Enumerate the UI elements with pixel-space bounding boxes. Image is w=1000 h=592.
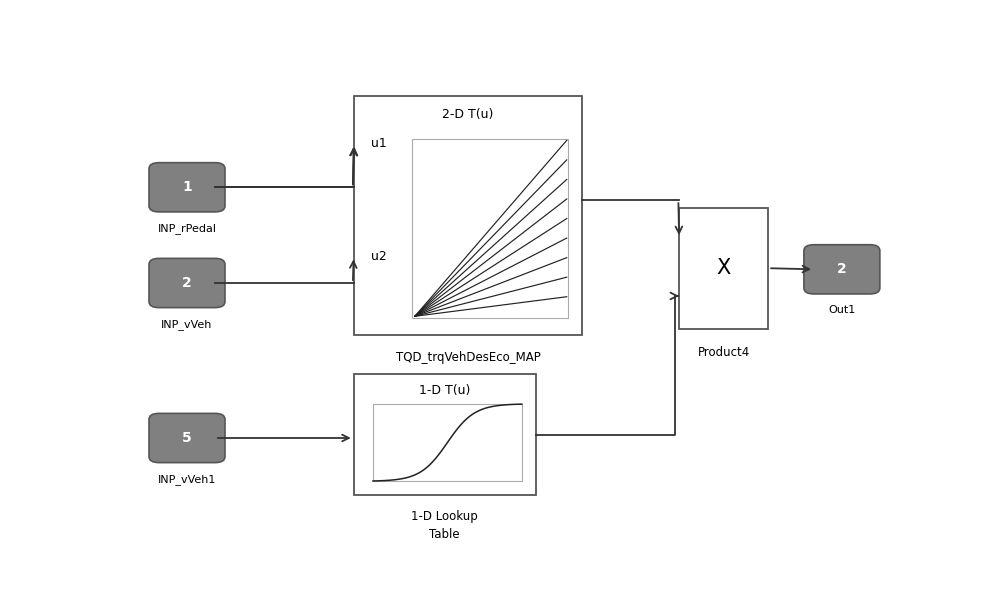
Text: 2: 2 — [837, 262, 847, 276]
Text: 2: 2 — [182, 276, 192, 290]
Text: 5: 5 — [182, 431, 192, 445]
Text: 1: 1 — [182, 181, 192, 194]
FancyBboxPatch shape — [149, 258, 225, 308]
Text: X: X — [717, 258, 731, 278]
Bar — [679, 208, 768, 329]
FancyBboxPatch shape — [149, 163, 225, 212]
Text: 1-D T(u): 1-D T(u) — [419, 384, 470, 397]
FancyBboxPatch shape — [804, 244, 880, 294]
Text: TQD_trqVehDesEco_MAP: TQD_trqVehDesEco_MAP — [396, 352, 540, 365]
Bar — [373, 404, 522, 481]
Text: u2: u2 — [371, 250, 386, 263]
Text: 2-D T(u): 2-D T(u) — [442, 108, 494, 121]
Text: Product4: Product4 — [698, 346, 750, 359]
Bar — [354, 374, 536, 495]
Bar — [412, 139, 568, 318]
Text: Table: Table — [429, 528, 460, 540]
Bar — [354, 96, 582, 336]
Text: 1-D Lookup: 1-D Lookup — [411, 510, 478, 523]
Text: Out1: Out1 — [828, 305, 856, 316]
Text: u1: u1 — [371, 137, 386, 150]
FancyBboxPatch shape — [149, 413, 225, 462]
Text: INP_rPedal: INP_rPedal — [158, 223, 216, 234]
Text: INP_vVeh: INP_vVeh — [161, 319, 213, 330]
Text: INP_vVeh1: INP_vVeh1 — [158, 474, 216, 485]
